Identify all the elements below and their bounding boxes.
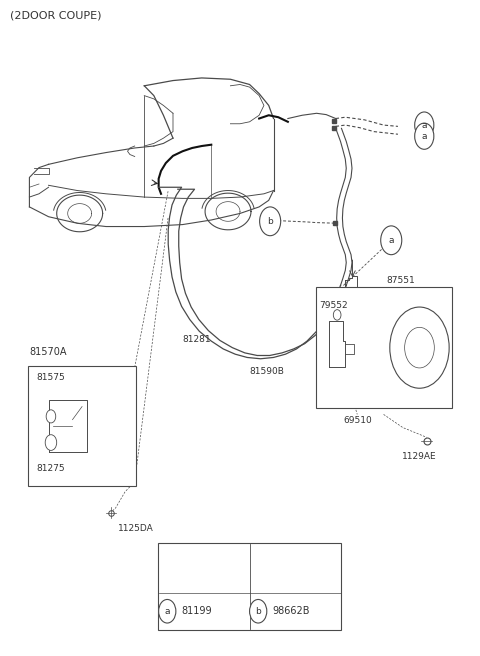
Text: 81199: 81199 bbox=[181, 606, 212, 616]
Circle shape bbox=[46, 410, 56, 423]
Text: b: b bbox=[267, 216, 273, 226]
Circle shape bbox=[415, 112, 434, 138]
Circle shape bbox=[415, 123, 434, 150]
FancyBboxPatch shape bbox=[157, 543, 341, 630]
Text: 79552: 79552 bbox=[319, 300, 348, 310]
Circle shape bbox=[45, 435, 57, 451]
Text: 81281: 81281 bbox=[183, 335, 211, 344]
Text: 69510: 69510 bbox=[343, 417, 372, 425]
Circle shape bbox=[381, 226, 402, 255]
FancyBboxPatch shape bbox=[28, 366, 136, 486]
Text: a: a bbox=[421, 121, 427, 130]
FancyBboxPatch shape bbox=[316, 287, 452, 408]
Text: 81575: 81575 bbox=[36, 373, 65, 382]
Circle shape bbox=[250, 600, 267, 623]
Text: a: a bbox=[388, 236, 394, 245]
Circle shape bbox=[333, 310, 341, 320]
Circle shape bbox=[260, 207, 281, 236]
Circle shape bbox=[405, 327, 434, 368]
Text: b: b bbox=[255, 607, 261, 616]
Text: 1129AE: 1129AE bbox=[402, 453, 437, 461]
Text: 98662B: 98662B bbox=[273, 606, 310, 616]
Text: 1125DA: 1125DA bbox=[118, 524, 154, 533]
Text: 81275: 81275 bbox=[36, 464, 65, 474]
Text: 81590B: 81590B bbox=[250, 367, 285, 377]
Text: a: a bbox=[421, 132, 427, 140]
Text: 87551: 87551 bbox=[386, 276, 415, 285]
Text: (2DOOR COUPE): (2DOOR COUPE) bbox=[10, 10, 102, 20]
Circle shape bbox=[158, 600, 176, 623]
Circle shape bbox=[390, 307, 449, 388]
Text: a: a bbox=[165, 607, 170, 616]
Text: 81570A: 81570A bbox=[29, 348, 67, 358]
